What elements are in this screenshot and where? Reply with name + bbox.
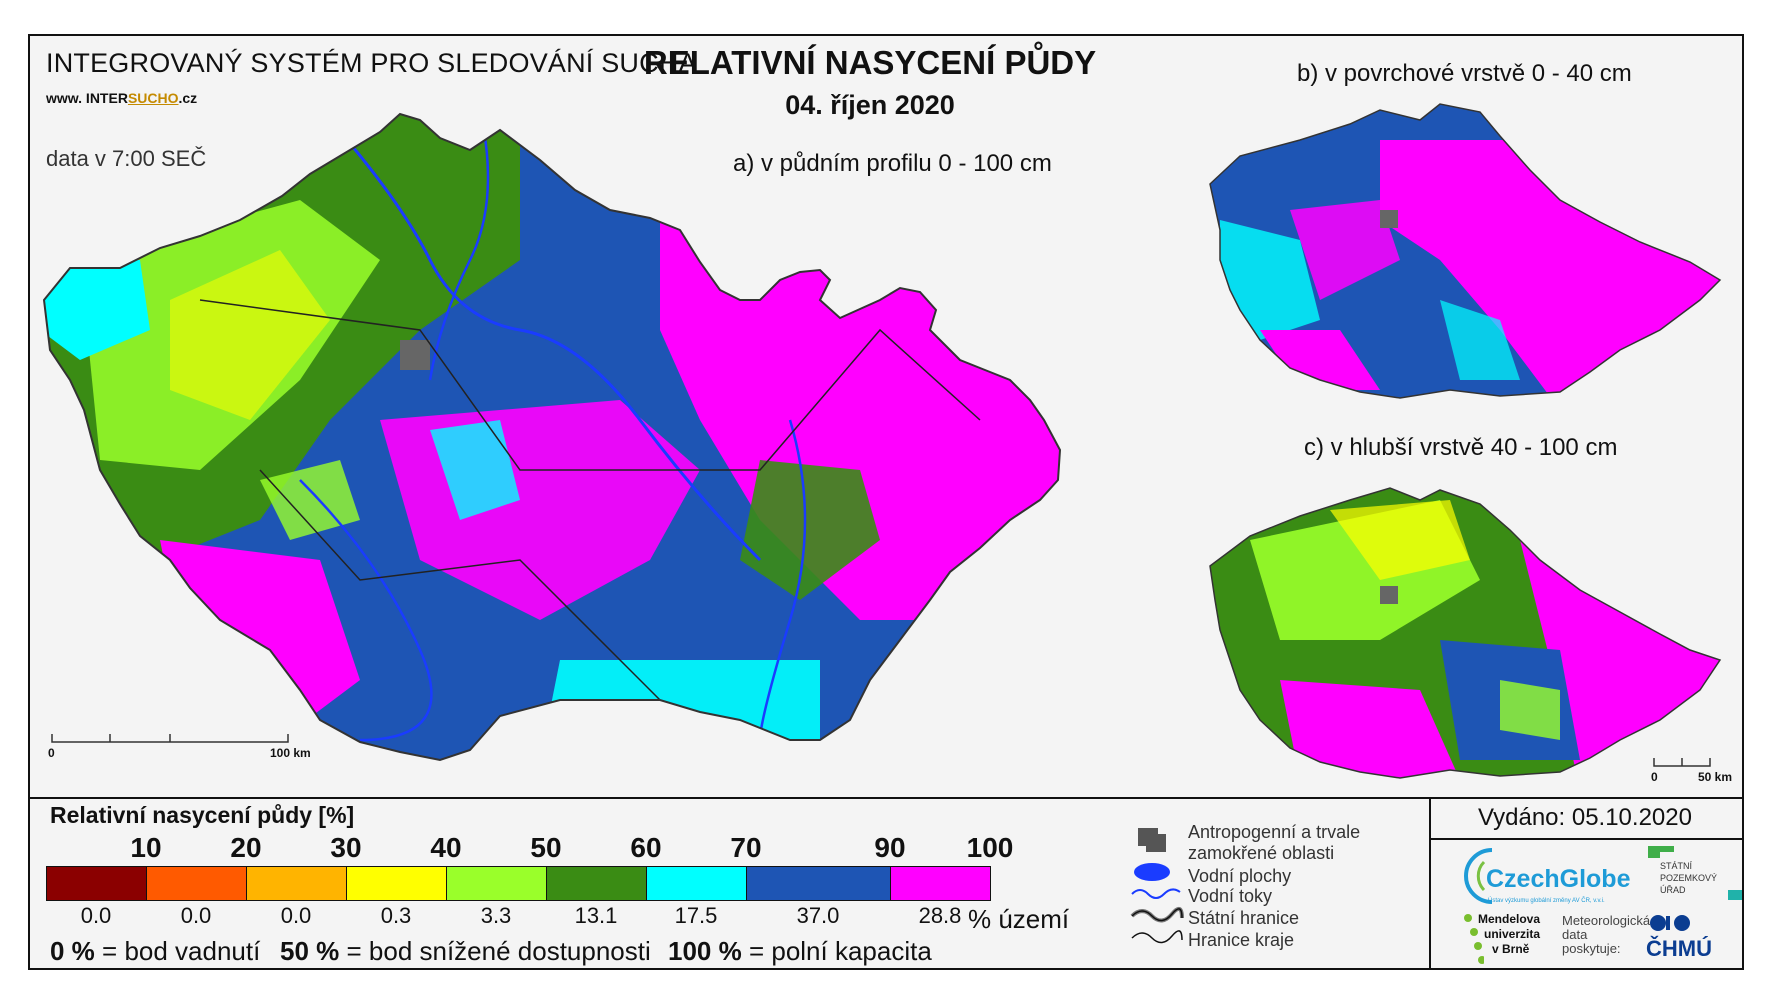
note-reduced-text: = bod snížené dostupnosti	[339, 936, 651, 966]
scale-main-zero: 0	[48, 746, 55, 760]
website-mid: SUCHO	[127, 90, 179, 106]
note-capacity: 100 % = polní kapacita	[668, 936, 932, 967]
river-icon	[1131, 888, 1181, 899]
legend-class-swatch	[446, 866, 547, 901]
legend-divider	[1429, 797, 1431, 970]
note-reduced: 50 % = bod snížené dostupnosti	[280, 936, 651, 967]
spu-logo-mark	[1728, 890, 1742, 900]
chmu-note-line-1: Meteorologická	[1562, 913, 1651, 928]
note-wilting: 0 % = bod vadnutí	[50, 936, 260, 967]
page-title: RELATIVNÍ NASYCENÍ PŮDY	[643, 44, 1097, 81]
chmu-logo-icon	[1650, 915, 1690, 931]
legend-class-share: 0.0	[180, 903, 212, 928]
note-capacity-value: 100 %	[668, 936, 742, 966]
note-capacity-text: = polní kapacita	[741, 936, 932, 966]
scale-main-end: 100 km	[270, 746, 311, 760]
legend-class-share: 37.0	[796, 903, 840, 928]
note-wilting-value: 0 %	[50, 936, 95, 966]
issued-divider	[1429, 838, 1744, 840]
legend-break-label: 50	[530, 832, 562, 863]
legend-class-swatch	[46, 866, 147, 901]
legend-anthropogenic: Antropogenní a trvale zamokřené oblasti	[1188, 822, 1361, 863]
website-suffix: .cz	[178, 90, 198, 106]
water-body-icon	[1134, 863, 1170, 881]
mendelu-logo: Mendelova univerzita v Brně	[1478, 912, 1540, 957]
website-prefix: www. INTER	[46, 90, 128, 106]
note-wilting-text: = bod vadnutí	[94, 936, 261, 966]
legend-class-share: 28.8	[918, 903, 962, 928]
legend-rivers: Vodní toky	[1188, 886, 1273, 906]
map-b-title: b) v povrchové vrstvě 0 - 40 cm	[1297, 60, 1632, 87]
spu-logo-accent	[1660, 846, 1674, 852]
chmu-logo: ČHMÚ	[1646, 936, 1712, 961]
region-border-icon	[1131, 930, 1183, 944]
issued-date: Vydáno: 05.10.2020	[1478, 804, 1692, 831]
legend-class-swatch	[746, 866, 891, 901]
legend-break-label: 100	[966, 832, 1014, 863]
legend-state-border: Státní hranice	[1188, 908, 1300, 928]
legend-class-share: 3.3	[480, 903, 512, 928]
mendelu-logo-icon	[1464, 914, 1484, 964]
spu-logo: STÁTNÍ POZEMKOVÝ ÚŘAD	[1660, 861, 1718, 895]
map-c-title: c) v hlubší vrstvě 40 - 100 cm	[1304, 434, 1618, 461]
czechglobe-subtitle: Ústav výzkumu globální změny AV ČR, v.v.…	[1488, 898, 1605, 904]
legend-break-label: 90	[874, 832, 906, 863]
legend-break-label: 60	[630, 832, 662, 863]
chmu-note-line-3: poskytuje:	[1562, 941, 1621, 956]
note-reduced-value: 50 %	[280, 936, 340, 966]
legend-class-share: 0.0	[80, 903, 112, 928]
website-link[interactable]: www. INTERSUCHO.cz	[46, 90, 197, 106]
legend-break-label: 10	[130, 832, 162, 863]
legend-class-swatch	[146, 866, 247, 901]
legend-water-bodies: Vodní plochy	[1188, 866, 1292, 886]
scale-small-end: 50 km	[1698, 770, 1733, 784]
map-symbols	[1130, 828, 1184, 944]
legend-break-label: 20	[230, 832, 262, 863]
mendelu-line-3: v Brně	[1492, 942, 1530, 956]
legend-class-share: 0.0	[280, 903, 312, 928]
map-date: 04. říjen 2020	[785, 90, 955, 120]
state-border-icon	[1131, 908, 1183, 922]
legend-class-share: 0.3	[380, 903, 412, 928]
scale-small-zero: 0	[1651, 770, 1658, 784]
data-time: data v 7:00 SEČ	[46, 146, 207, 171]
legend-break-label: 30	[330, 832, 362, 863]
spu-logo-icon	[1648, 846, 1660, 858]
legend-class-share: 13.1	[574, 903, 618, 928]
legend-class-share: 17.5	[674, 903, 718, 928]
legend-class-swatch	[246, 866, 347, 901]
legend-units: % území	[968, 904, 1070, 934]
system-title: INTEGROVANÝ SYSTÉM PRO SLEDOVÁNÍ SUCHA	[46, 48, 697, 78]
legend-title: Relativní nasycení půdy [%]	[50, 802, 355, 828]
anthropogenic-area-icon	[1138, 828, 1166, 852]
legend-class-swatch	[546, 866, 647, 901]
legend-region-border: Hranice kraje	[1188, 930, 1295, 950]
legend-class-swatch	[890, 866, 991, 901]
mendelu-line-2: univerzita	[1484, 927, 1541, 941]
legend-class-swatch	[646, 866, 747, 901]
czechglobe-logo-icon	[1464, 848, 1493, 904]
legend-break-label: 40	[430, 832, 462, 863]
czechglobe-logo: CzechGlobe	[1486, 865, 1631, 893]
legend-class-swatch	[346, 866, 447, 901]
legend-panel	[28, 797, 1744, 970]
chmu-note-line-2: data	[1562, 927, 1588, 942]
chmu-note: Meteorologická data poskytuje:	[1562, 914, 1650, 956]
map-a-title: a) v půdním profilu 0 - 100 cm	[733, 150, 1052, 177]
legend-break-label: 70	[730, 832, 762, 863]
mendelu-line-1: Mendelova	[1478, 912, 1541, 926]
